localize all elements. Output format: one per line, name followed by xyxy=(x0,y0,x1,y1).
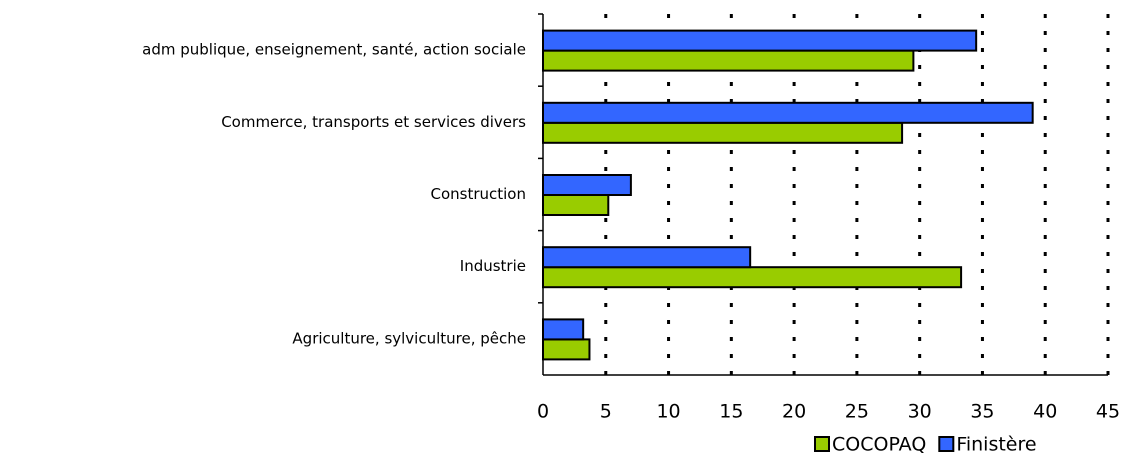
y-tick-label: adm publique, enseignement, santé, actio… xyxy=(142,41,526,59)
legend-label: COCOPAQ xyxy=(832,434,926,456)
y-tick-label: Construction xyxy=(430,185,526,203)
bar xyxy=(542,338,591,361)
x-tick-label: 0 xyxy=(537,401,549,423)
x-tick-label: 45 xyxy=(1096,401,1120,423)
y-tick-label: Agriculture, sylviculture, pêche xyxy=(292,329,526,347)
bar xyxy=(542,101,1034,124)
x-tick-label: 20 xyxy=(782,401,806,423)
x-tick-label: 15 xyxy=(719,401,743,423)
legend-swatch xyxy=(938,436,955,452)
bar xyxy=(542,318,585,341)
y-tick-label: Industrie xyxy=(460,257,526,275)
x-tick-label: 5 xyxy=(600,401,612,423)
bar xyxy=(542,29,978,52)
x-tick-label: 35 xyxy=(970,401,994,423)
legend-swatch xyxy=(814,436,830,452)
x-tick-label: 25 xyxy=(845,401,869,423)
x-tick-label: 30 xyxy=(908,401,932,423)
legend-label: Finistère xyxy=(956,434,1036,456)
bar xyxy=(542,174,632,196)
bar xyxy=(542,121,904,144)
y-tick-label: Commerce, transports et services divers xyxy=(221,113,526,131)
bar xyxy=(542,194,610,216)
x-tick-label: 40 xyxy=(1033,401,1057,423)
x-tick-label: 10 xyxy=(656,401,680,423)
bar xyxy=(542,266,963,289)
bar xyxy=(542,246,752,269)
bar xyxy=(542,49,915,72)
